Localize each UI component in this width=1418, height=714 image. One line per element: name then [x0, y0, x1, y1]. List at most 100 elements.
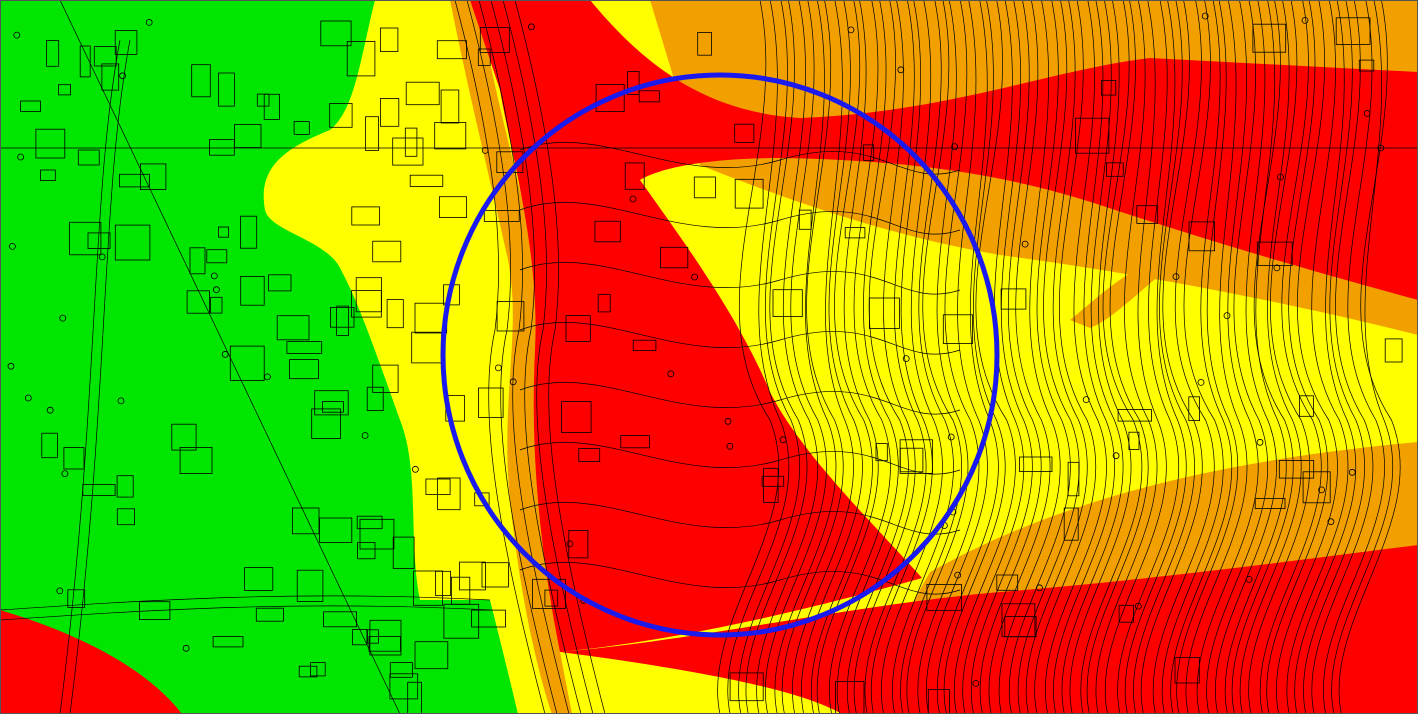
green-zone	[0, 0, 518, 714]
building	[346, 41, 376, 77]
building	[139, 163, 167, 190]
survey-point	[13, 31, 21, 39]
contour-line	[870, 0, 933, 714]
survey-point	[667, 370, 675, 378]
survey-point	[566, 540, 574, 548]
building	[532, 578, 566, 609]
building	[320, 20, 352, 47]
survey-point	[726, 442, 734, 450]
contour-line	[917, 0, 980, 714]
building	[139, 601, 171, 621]
building	[438, 196, 467, 218]
survey-point	[212, 286, 220, 294]
building	[942, 314, 973, 344]
building	[87, 232, 111, 249]
building	[114, 30, 138, 55]
contour-line	[1053, 0, 1116, 714]
survey-point	[8, 242, 16, 250]
contour-line	[738, 0, 801, 714]
contour-line	[1176, 0, 1239, 714]
contour-line	[519, 442, 961, 475]
contour-line	[936, 0, 999, 714]
contour-line	[926, 0, 988, 714]
building	[69, 221, 102, 256]
building	[660, 246, 689, 269]
contour-line	[1259, 0, 1322, 714]
building	[263, 93, 280, 120]
survey-point	[1256, 438, 1264, 446]
contour-line	[781, 0, 844, 714]
building	[323, 611, 358, 628]
building	[171, 423, 197, 451]
contour-line	[519, 202, 961, 235]
building	[1384, 338, 1403, 363]
building	[179, 446, 213, 474]
building	[119, 173, 150, 188]
building	[1299, 395, 1314, 417]
building	[289, 359, 319, 380]
building	[1188, 396, 1201, 421]
contour-line	[519, 562, 961, 595]
contour-line	[853, 0, 916, 714]
building	[763, 467, 779, 503]
building	[627, 71, 640, 95]
building	[414, 641, 449, 670]
contour-line	[1104, 0, 1167, 714]
contour-line	[1323, 0, 1385, 714]
contour-line	[1239, 0, 1302, 714]
survey-point	[847, 26, 855, 34]
survey-point	[1197, 378, 1205, 386]
building	[1252, 23, 1287, 53]
building	[544, 589, 559, 607]
contour-line	[953, 0, 1016, 714]
contour-line	[1086, 0, 1149, 714]
highlight-circle	[440, 72, 1000, 638]
survey-point	[17, 153, 25, 161]
survey-point	[1134, 602, 1142, 610]
contour-line	[1231, 0, 1294, 714]
building	[1188, 221, 1216, 252]
building	[761, 475, 785, 487]
contour-line	[765, 0, 827, 714]
contour-line	[1276, 0, 1338, 714]
building	[206, 249, 228, 264]
building	[359, 518, 395, 550]
contour-line	[1303, 0, 1366, 714]
building	[1067, 461, 1080, 497]
building	[1136, 205, 1159, 224]
contour-line	[519, 322, 961, 355]
contour-line	[1206, 0, 1269, 714]
contour-line	[514, 0, 606, 714]
building	[1128, 431, 1140, 451]
building	[772, 289, 803, 318]
building	[734, 178, 764, 209]
survey-point	[61, 470, 69, 478]
building	[899, 439, 933, 474]
survey-point	[1277, 173, 1284, 181]
building	[329, 307, 355, 328]
building	[379, 27, 399, 52]
building	[256, 93, 270, 107]
contour-line	[1286, 0, 1349, 714]
contour-line	[816, 0, 879, 714]
building	[594, 220, 621, 243]
building	[1063, 507, 1079, 541]
survey-point	[954, 571, 962, 579]
building	[1118, 604, 1134, 623]
contour-line	[519, 502, 961, 535]
survey-point	[724, 417, 732, 425]
contour-line	[836, 0, 899, 714]
contour-line	[1185, 0, 1248, 714]
building	[286, 341, 323, 354]
contour-line	[881, 0, 943, 714]
survey-point	[691, 273, 698, 281]
survey-point	[1201, 12, 1209, 20]
building	[624, 162, 645, 190]
building	[595, 84, 625, 113]
building	[101, 63, 120, 91]
contour-line	[1025, 0, 1088, 714]
survey-point	[494, 364, 502, 372]
building	[578, 447, 601, 462]
survey-point	[411, 465, 419, 473]
contour-line	[970, 0, 1033, 714]
